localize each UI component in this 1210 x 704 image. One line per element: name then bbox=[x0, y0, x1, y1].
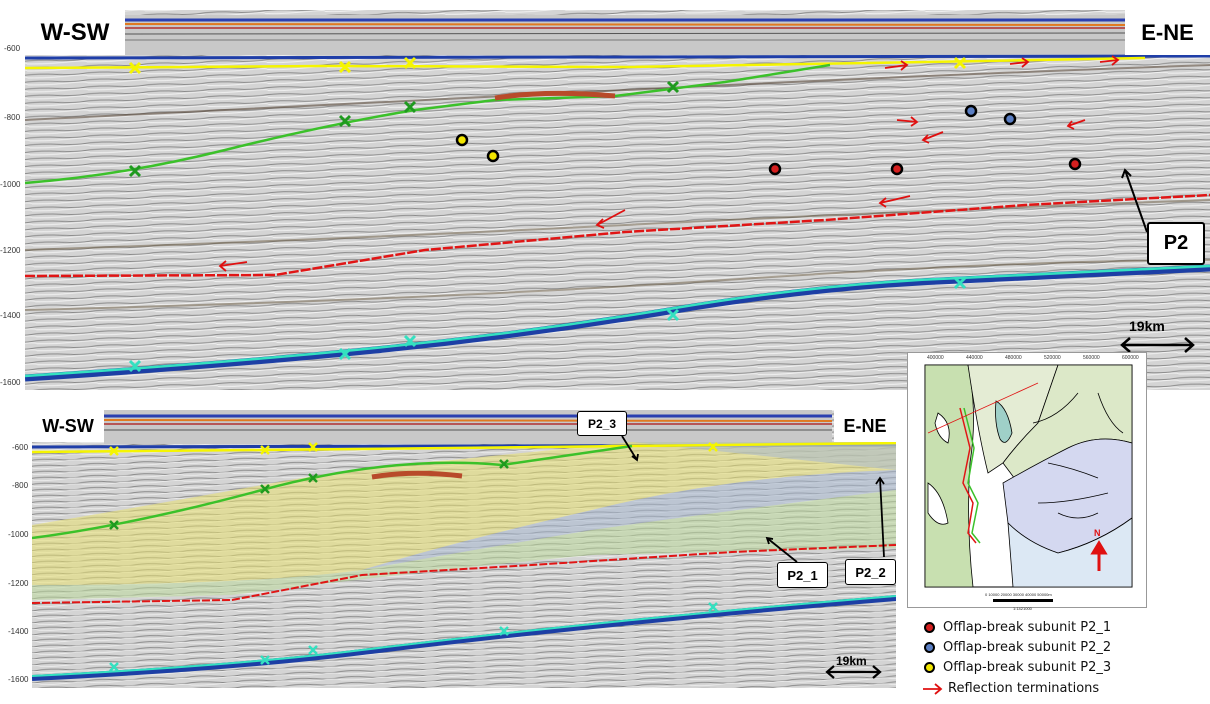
top-depth-tick: -600 bbox=[4, 44, 21, 53]
bottom-seismic-section bbox=[31, 410, 897, 688]
red-arrow-icon bbox=[923, 682, 943, 695]
bottom-depth-tick: -1000 bbox=[8, 530, 29, 539]
bottom-right-direction-label: E-NE bbox=[834, 410, 896, 442]
legend-item-p2-2: Offlap-break subunit P2_2 bbox=[924, 640, 1111, 655]
blue-dot-icon bbox=[924, 642, 935, 653]
inset-north-label: N bbox=[1094, 528, 1101, 538]
inset-x-tick: 560000 bbox=[1083, 355, 1100, 361]
p2-2-overlay bbox=[362, 442, 896, 570]
p2-1-overlay bbox=[32, 490, 896, 600]
p2-1-callout: P2_1 bbox=[777, 562, 828, 588]
inset-x-tick: 440000 bbox=[966, 355, 983, 361]
inset-map bbox=[907, 352, 1147, 608]
p2-2-callout: P2_2 bbox=[845, 559, 896, 585]
bottom-depth-tick: -1600 bbox=[8, 675, 29, 684]
red-dot-icon bbox=[924, 622, 935, 633]
top-depth-tick: -1200 bbox=[0, 246, 21, 255]
bottom-scale-arrow bbox=[825, 665, 882, 679]
inset-x-tick: 480000 bbox=[1005, 355, 1022, 361]
bottom-scale-label: 19km bbox=[836, 654, 867, 668]
top-left-direction-label: W-SW bbox=[25, 10, 125, 55]
legend-label: Offlap-break subunit P2_2 bbox=[943, 640, 1112, 655]
p2-unit-callout: P2 bbox=[1147, 222, 1205, 265]
top-seismic-panel bbox=[24, 10, 1210, 390]
top-right-direction-label: E-NE bbox=[1125, 10, 1210, 55]
inset-scale-text: 0 10000 20000 30000 40000 50000m bbox=[985, 592, 1052, 597]
legend-label: Offlap-break subunit P2_3 bbox=[943, 660, 1112, 675]
inset-x-tick: 520000 bbox=[1044, 355, 1061, 361]
bottom-depth-tick: -1400 bbox=[8, 627, 29, 636]
inset-x-tick: 400000 bbox=[927, 355, 944, 361]
inset-map-drawing bbox=[924, 364, 1133, 602]
bottom-left-direction-label: W-SW bbox=[32, 410, 104, 442]
bottom-depth-tick: -600 bbox=[12, 443, 29, 452]
p2-3-callout: P2_3 bbox=[577, 411, 627, 436]
legend-item-reflection-terminations: Reflection terminations bbox=[922, 681, 1099, 696]
legend-item-p2-1: Offlap-break subunit P2_1 bbox=[924, 620, 1111, 635]
legend-label: Offlap-break subunit P2_1 bbox=[943, 620, 1112, 635]
top-depth-tick: -800 bbox=[4, 113, 21, 122]
legend-item-p2-3: Offlap-break subunit P2_3 bbox=[924, 660, 1111, 675]
yellow-dot-icon bbox=[924, 662, 935, 673]
top-depth-tick: -1400 bbox=[0, 311, 21, 320]
north-arrow-icon bbox=[1090, 540, 1108, 571]
p2-3-overlay bbox=[32, 442, 896, 585]
inset-scale-ratio: 1:1421000 bbox=[1013, 606, 1032, 611]
top-seismic-section bbox=[24, 10, 1210, 390]
top-depth-tick: -1000 bbox=[0, 180, 21, 189]
top-depth-tick: -1600 bbox=[0, 378, 21, 387]
bottom-seismic-panel bbox=[31, 410, 897, 688]
bottom-depth-tick: -1200 bbox=[8, 579, 29, 588]
legend-label: Reflection terminations bbox=[948, 681, 1100, 696]
inset-x-tick: 600000 bbox=[1122, 355, 1139, 361]
top-scale-arrow bbox=[1120, 337, 1195, 353]
bottom-depth-tick: -800 bbox=[12, 481, 29, 490]
top-scale-label: 19km bbox=[1129, 318, 1165, 334]
